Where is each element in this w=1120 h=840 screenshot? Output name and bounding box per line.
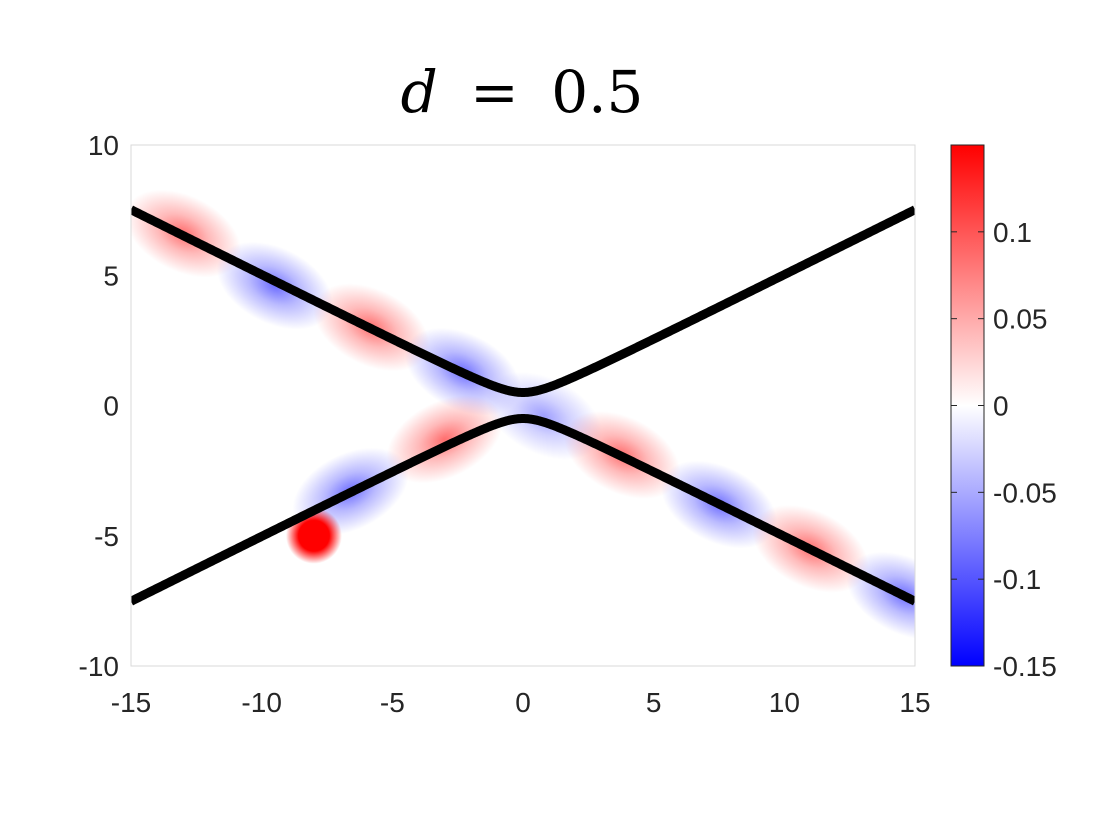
y-tick-label: -5 [94, 521, 119, 552]
colorbar-tick-label: -0.05 [993, 477, 1057, 508]
colorbar-axis: -0.15 -0.1 -0.05 0 0.05 0.1 [951, 217, 1057, 682]
x-tick-label: 5 [646, 687, 662, 718]
colorbar-tick-label: -0.15 [993, 651, 1057, 682]
colorbar-tick-label: 0.05 [993, 304, 1048, 335]
hyperbola-upper-branch [131, 205, 915, 397]
chart-title: d = 0.5 [401, 58, 644, 126]
colorbar-tick-label: 0.1 [993, 217, 1032, 248]
y-tick-label: -10 [79, 651, 119, 682]
colorbar-tick-label: -0.1 [993, 564, 1041, 595]
x-tick-label: -10 [241, 687, 281, 718]
x-tick-label: -5 [380, 687, 405, 718]
y-tick-label: 10 [88, 130, 119, 161]
y-axis: -10 -5 0 5 10 [79, 130, 119, 682]
hyperbola-lower-branch [131, 414, 915, 606]
x-tick-label: 15 [899, 687, 930, 718]
title-equals: = [470, 58, 519, 126]
x-tick-label: 10 [769, 687, 800, 718]
y-tick-label: 5 [103, 260, 119, 291]
x-tick-label: 0 [515, 687, 531, 718]
title-variable: d [401, 58, 438, 126]
plot-frame [130, 144, 916, 667]
x-axis: -15 -10 -5 0 5 10 15 [111, 687, 931, 718]
colorbar-tick-label: 0 [993, 391, 1009, 422]
title-value: 0.5 [551, 58, 643, 126]
y-tick-label: 0 [103, 391, 119, 422]
hyperbola-curves [131, 205, 915, 606]
x-tick-label: -15 [111, 687, 151, 718]
